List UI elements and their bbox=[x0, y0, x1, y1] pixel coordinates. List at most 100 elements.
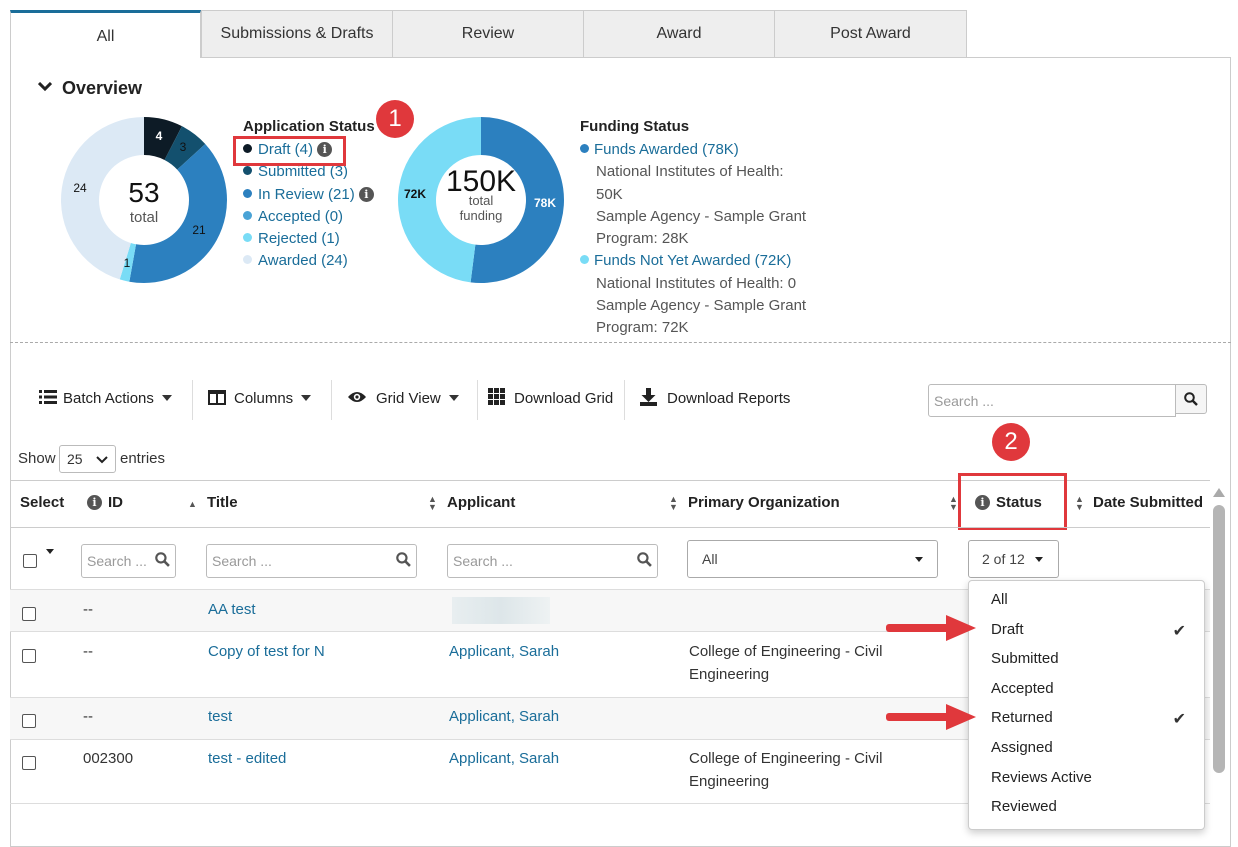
donut-slice-submitted[interactable] bbox=[164, 126, 206, 170]
donut-slice-funds-not-yet-awarded[interactable] bbox=[398, 117, 481, 283]
row-title-link[interactable]: Copy of test for N bbox=[208, 643, 325, 660]
entries-select[interactable]: 25 bbox=[59, 445, 116, 473]
status-option-all[interactable]: All bbox=[991, 591, 1008, 608]
organization-filter-select[interactable]: All bbox=[687, 540, 938, 578]
download-icon bbox=[640, 388, 657, 406]
tab-award[interactable]: Award bbox=[583, 10, 775, 58]
sort-icon[interactable]: ▲ ▼ bbox=[949, 494, 958, 512]
row-checkbox[interactable] bbox=[22, 714, 36, 728]
search-icon bbox=[396, 552, 411, 567]
info-icon[interactable]: i bbox=[358, 187, 374, 202]
columns-button[interactable]: Columns bbox=[208, 388, 312, 410]
donut-slice-draft[interactable] bbox=[144, 117, 182, 160]
grid-icon bbox=[488, 388, 505, 405]
entries-value: 25 bbox=[67, 451, 83, 467]
row-applicant-link[interactable]: Applicant, Sarah bbox=[449, 643, 560, 660]
status-option-submitted[interactable]: Submitted bbox=[991, 650, 1059, 667]
legend-funds-awarded[interactable]: Funds Awarded (78K) bbox=[580, 141, 739, 158]
applicant-filter-input[interactable]: Search ... bbox=[447, 544, 658, 578]
info-icon[interactable]: i bbox=[975, 495, 990, 510]
row-title-link[interactable]: test - edited bbox=[208, 750, 287, 767]
legend-accepted[interactable]: Accepted (0) bbox=[243, 208, 343, 225]
column-header-select: Select bbox=[20, 494, 65, 511]
row-checkbox[interactable] bbox=[22, 649, 36, 663]
fund-total-label-1: total bbox=[469, 193, 494, 208]
download-grid-button[interactable]: Download Grid bbox=[488, 388, 613, 410]
row-checkbox[interactable] bbox=[22, 756, 36, 770]
sort-asc-icon[interactable]: ▲ bbox=[188, 499, 197, 509]
batch-actions-button[interactable]: Batch Actions bbox=[39, 388, 172, 410]
table-header-bottom-border bbox=[10, 527, 1210, 528]
legend-rejected[interactable]: Rejected (1) bbox=[243, 230, 340, 247]
sort-icon[interactable]: ▲ ▼ bbox=[669, 494, 678, 512]
row-title-link[interactable]: test bbox=[208, 708, 233, 725]
donut-slice-rejected[interactable] bbox=[119, 243, 137, 282]
legend-in-review[interactable]: In Review (21) i bbox=[243, 186, 374, 203]
row-title-link[interactable]: AA test bbox=[208, 601, 256, 618]
column-header-date-submitted[interactable]: Date Submitted bbox=[1093, 494, 1204, 511]
tab-post-award[interactable]: Post Award bbox=[774, 10, 967, 58]
status-option-returned[interactable]: Returned bbox=[991, 709, 1053, 726]
legend-awarded[interactable]: Awarded (24) bbox=[243, 252, 348, 269]
grid-search-button[interactable] bbox=[1175, 384, 1207, 414]
row-id: -- bbox=[83, 601, 93, 618]
donut-slice-awarded[interactable] bbox=[61, 117, 144, 280]
tab-review[interactable]: Review bbox=[392, 10, 584, 58]
caret-down-icon[interactable] bbox=[46, 549, 54, 554]
grid-view-label: Grid View bbox=[376, 390, 441, 407]
legend-submitted[interactable]: Submitted (3) bbox=[243, 163, 348, 180]
status-option-reviews-active[interactable]: Reviews Active bbox=[991, 769, 1092, 786]
vertical-scrollbar-thumb[interactable] bbox=[1213, 505, 1225, 773]
fund-total-value: 150K bbox=[446, 165, 516, 198]
donut-slice-in-review[interactable] bbox=[129, 143, 227, 283]
legend-draft-label: Draft (4) bbox=[258, 141, 314, 158]
row-applicant-link[interactable]: Applicant, Sarah bbox=[449, 708, 560, 725]
download-reports-label: Download Reports bbox=[667, 390, 791, 407]
tab-all[interactable]: All bbox=[10, 10, 201, 58]
funding-detail: Sample Agency - Sample Grant bbox=[596, 208, 807, 225]
table-row[interactable] bbox=[10, 631, 1210, 697]
id-filter-input[interactable]: Search ... bbox=[81, 544, 176, 578]
sort-icon[interactable]: ▲ ▼ bbox=[1075, 494, 1084, 512]
status-option-assigned[interactable]: Assigned bbox=[991, 739, 1053, 756]
row-checkbox[interactable] bbox=[22, 607, 36, 621]
info-icon[interactable]: i bbox=[317, 142, 333, 157]
legend-funds-not-awarded[interactable]: Funds Not Yet Awarded (72K) bbox=[580, 252, 791, 269]
status-filter-dropdown[interactable]: All Draft ✔ Submitted Accepted Returned … bbox=[968, 580, 1205, 830]
entries-suffix: entries bbox=[120, 450, 166, 467]
application-status-donut[interactable]: 53 total 4 3 21 1 24 bbox=[60, 116, 228, 284]
batch-actions-label: Batch Actions bbox=[63, 390, 154, 407]
select-all-checkbox[interactable] bbox=[23, 554, 37, 568]
sort-icon[interactable]: ▲ ▼ bbox=[428, 494, 437, 512]
column-header-id[interactable]: i ID bbox=[87, 494, 123, 511]
funding-status-title: Funding Status bbox=[580, 118, 690, 135]
legend-awarded-label: Awarded (24) bbox=[258, 252, 348, 269]
donut-slice-funds-awarded[interactable] bbox=[470, 116, 565, 283]
overview-toggle[interactable]: Overview bbox=[37, 78, 142, 99]
status-option-draft[interactable]: Draft bbox=[991, 621, 1024, 638]
row-applicant-link[interactable]: Applicant, Sarah bbox=[449, 750, 560, 767]
table-row[interactable] bbox=[10, 739, 1210, 804]
show-label: Show bbox=[18, 450, 56, 467]
status-filter-select[interactable]: 2 of 12 bbox=[968, 540, 1059, 578]
info-icon[interactable]: i bbox=[87, 495, 102, 510]
funding-status-donut[interactable]: 150K total funding 78K 72K bbox=[397, 116, 565, 284]
slice-label-awarded: 24 bbox=[73, 181, 87, 195]
grid-view-button[interactable]: Grid View bbox=[347, 388, 459, 410]
legend-funds-not-awarded-label: Funds Not Yet Awarded (72K) bbox=[594, 252, 792, 269]
column-header-status[interactable]: i Status bbox=[975, 494, 1042, 511]
row-organization: Engineering bbox=[689, 773, 770, 790]
tab-submissions-drafts[interactable]: Submissions & Drafts bbox=[201, 10, 393, 58]
status-option-reviewed[interactable]: Reviewed bbox=[991, 798, 1057, 815]
column-header-applicant[interactable]: Applicant bbox=[447, 494, 516, 511]
status-option-accepted[interactable]: Accepted bbox=[991, 680, 1054, 697]
table-header-top-border bbox=[10, 480, 1210, 481]
column-header-title[interactable]: Title bbox=[207, 494, 238, 511]
column-header-primary-organization[interactable]: Primary Organization bbox=[688, 494, 840, 511]
legend-draft[interactable]: Draft (4) i bbox=[243, 141, 333, 158]
download-reports-button[interactable]: Download Reports bbox=[640, 388, 790, 410]
grid-search-input[interactable]: Search ... bbox=[928, 384, 1176, 417]
funding-detail: National Institutes of Health: bbox=[596, 163, 784, 180]
scroll-up-arrow[interactable] bbox=[1213, 488, 1225, 497]
title-filter-input[interactable]: Search ... bbox=[206, 544, 417, 578]
